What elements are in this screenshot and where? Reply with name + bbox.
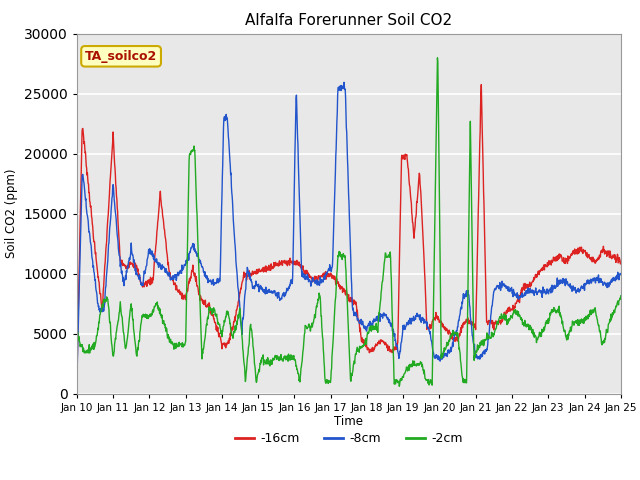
-8cm bbox=[73, 384, 81, 389]
Title: Alfalfa Forerunner Soil CO2: Alfalfa Forerunner Soil CO2 bbox=[245, 13, 452, 28]
-2cm bbox=[73, 321, 81, 327]
Y-axis label: Soil CO2 (ppm): Soil CO2 (ppm) bbox=[5, 169, 19, 258]
Line: -16cm: -16cm bbox=[77, 84, 621, 379]
-16cm bbox=[180, 294, 188, 300]
Legend: -16cm, -8cm, -2cm: -16cm, -8cm, -2cm bbox=[230, 427, 468, 450]
-8cm bbox=[617, 271, 625, 277]
Line: -2cm: -2cm bbox=[77, 58, 621, 386]
-2cm bbox=[255, 369, 262, 375]
-8cm bbox=[194, 251, 202, 256]
-16cm bbox=[194, 284, 202, 289]
-2cm bbox=[617, 293, 625, 299]
-16cm bbox=[553, 253, 561, 259]
-16cm bbox=[477, 82, 485, 87]
-2cm bbox=[434, 60, 442, 66]
-8cm bbox=[180, 262, 188, 268]
-2cm bbox=[505, 318, 513, 324]
X-axis label: Time: Time bbox=[334, 415, 364, 429]
-16cm bbox=[433, 313, 441, 319]
-2cm bbox=[180, 343, 188, 348]
Line: -8cm: -8cm bbox=[77, 83, 621, 386]
-2cm bbox=[434, 55, 442, 60]
-8cm bbox=[505, 284, 513, 290]
-16cm bbox=[617, 260, 625, 266]
-8cm bbox=[553, 283, 561, 289]
-8cm bbox=[255, 281, 262, 287]
-2cm bbox=[194, 237, 202, 242]
-16cm bbox=[73, 376, 81, 382]
-8cm bbox=[340, 80, 348, 85]
-2cm bbox=[553, 308, 561, 313]
-16cm bbox=[255, 266, 262, 272]
-2cm bbox=[396, 384, 403, 389]
Text: TA_soilco2: TA_soilco2 bbox=[85, 50, 157, 63]
-8cm bbox=[434, 354, 442, 360]
-16cm bbox=[505, 305, 513, 311]
